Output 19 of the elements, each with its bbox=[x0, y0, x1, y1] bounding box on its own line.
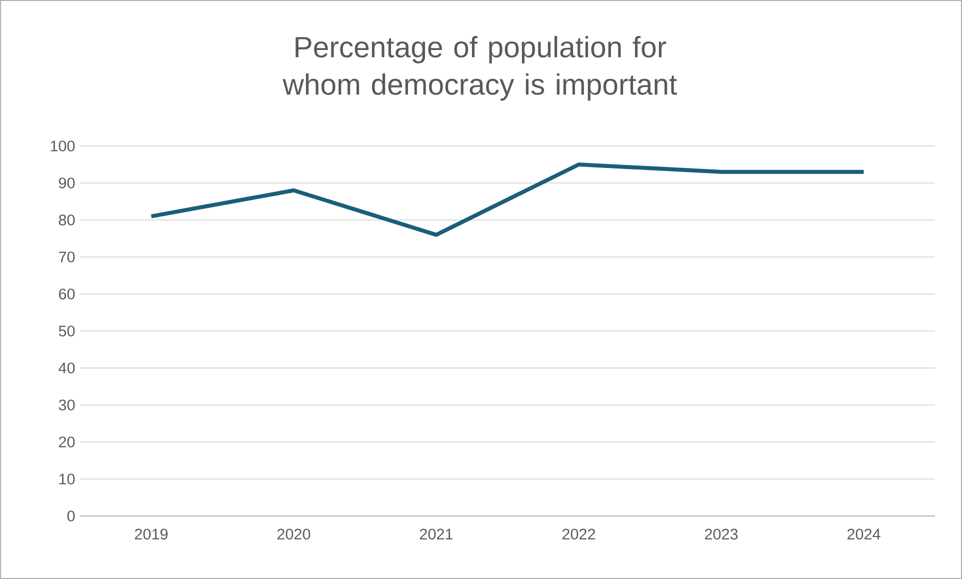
y-tick-label: 10 bbox=[59, 474, 75, 484]
line-series bbox=[149, 162, 866, 237]
x-tick-label: 2021 bbox=[420, 528, 453, 540]
y-tick-label: 70 bbox=[59, 252, 75, 262]
y-tick-label: 30 bbox=[58, 400, 75, 410]
y-tick-label: 90 bbox=[58, 178, 75, 188]
y-tick-label: 80 bbox=[58, 214, 75, 226]
y-tick-label: 20 bbox=[59, 436, 75, 448]
x-tick-label: 2023 bbox=[704, 528, 738, 540]
x-tick-label: 2020 bbox=[277, 528, 310, 540]
x-tick-label: 2022 bbox=[562, 528, 596, 540]
y-tick-label: 40 bbox=[58, 362, 75, 374]
x-tick-label: 2024 bbox=[847, 528, 880, 540]
y-tick-label: 60 bbox=[59, 288, 75, 300]
y-tick-label: 0 bbox=[67, 510, 75, 522]
x-tick-label: 2019 bbox=[134, 528, 168, 540]
y-tick-label: 50 bbox=[58, 326, 75, 336]
y-tick-label: 100 bbox=[50, 140, 75, 152]
chart-title: Percentage of population for whom democracy is important bbox=[282, 36, 677, 101]
